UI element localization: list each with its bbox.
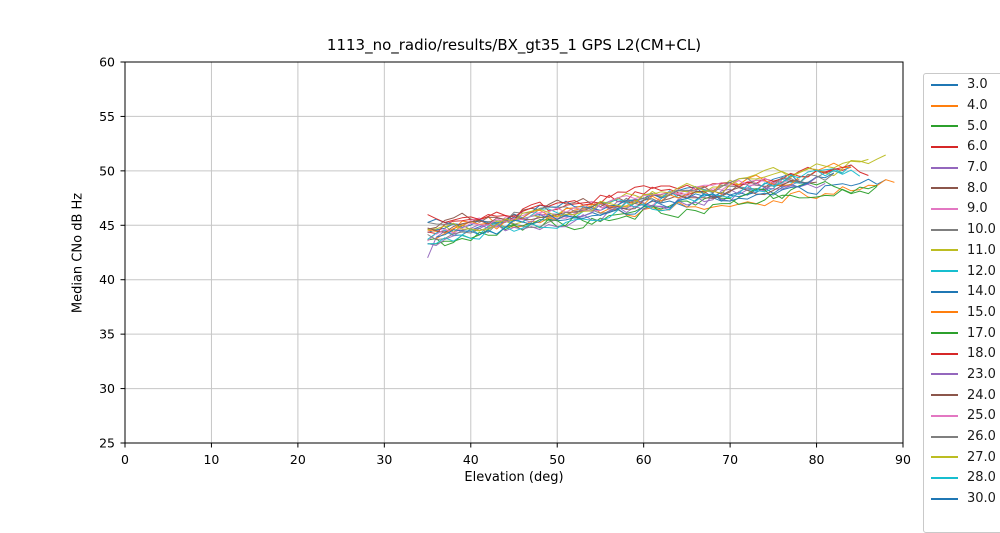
legend-line-sample: [931, 83, 958, 86]
legend-item-label: 12.0: [967, 263, 996, 279]
legend-line-sample: [931, 456, 958, 459]
legend-line-sample: [931, 249, 958, 252]
legend-item: 30.0: [924, 488, 1000, 509]
legend-item: 23.0: [924, 364, 1000, 385]
legend-line-sample: [931, 270, 958, 273]
x-tick-label: 80: [809, 452, 825, 467]
legend-item: 15.0: [924, 302, 1000, 323]
legend-item: 28.0: [924, 468, 1000, 489]
y-tick-label: 45: [99, 218, 115, 233]
x-tick-label: 50: [549, 452, 565, 467]
legend-item: 12.0: [924, 261, 1000, 282]
legend-item-label: 15.0: [967, 304, 996, 320]
x-tick-label: 90: [895, 452, 911, 467]
legend-line-sample: [931, 373, 958, 376]
legend-item: 3.0: [924, 75, 1000, 96]
y-tick-label: 35: [99, 327, 115, 342]
y-tick-label: 55: [99, 109, 115, 124]
legend-line-sample: [931, 435, 958, 438]
legend-item: 24.0: [924, 385, 1000, 406]
figure: 0 10 20 30 40 50 60 70 80 90 25 30 35 40 45 50 55 60 1113…: [70, 36, 1000, 533]
legend-item: 14.0: [924, 281, 1000, 302]
legend-item: 25.0: [924, 406, 1000, 427]
legend-item-label: 8.0: [967, 180, 988, 196]
plot-border: [124, 61, 904, 444]
legend-line-sample: [931, 352, 958, 355]
legend-line-sample: [931, 166, 958, 169]
legend-item: 8.0: [924, 178, 1000, 199]
legend-item-label: 6.0: [967, 139, 988, 155]
y-tick-label: 60: [99, 55, 115, 70]
legend-item: 5.0: [924, 116, 1000, 137]
legend-line-sample: [931, 414, 958, 417]
legend-item-label: 28.0: [967, 470, 996, 486]
legend-line-sample: [931, 207, 958, 210]
legend-item-label: 23.0: [967, 366, 996, 382]
y-axis-label: Median CNo dB Hz: [70, 192, 86, 314]
x-tick-label: 30: [376, 452, 392, 467]
legend-line-sample: [931, 394, 958, 397]
legend-item-label: 4.0: [967, 98, 988, 114]
legend-item: 6.0: [924, 137, 1000, 158]
legend-item: 7.0: [924, 157, 1000, 178]
legend-item: 26.0: [924, 426, 1000, 447]
legend-item: 10.0: [924, 219, 1000, 240]
legend-item-label: 11.0: [967, 242, 996, 258]
legend-item-label: 9.0: [967, 201, 988, 217]
y-tick-label: 50: [99, 163, 115, 178]
legend-item: 27.0: [924, 447, 1000, 468]
plot-svg: 0 10 20 30 40 50 60 70 80 90 25 30 35 40 45 50 55 60: [99, 55, 911, 468]
series-line-10.0: [427, 170, 843, 226]
x-tick-label: 40: [463, 452, 479, 467]
x-tick-label: 10: [203, 452, 219, 467]
legend-item-label: 26.0: [967, 429, 996, 445]
x-axis-label: Elevation (deg): [464, 470, 564, 485]
legend-item-label: 5.0: [967, 118, 988, 134]
x-tick-label: 70: [722, 452, 738, 467]
legend-item-label: 7.0: [967, 160, 988, 176]
legend-item-label: 24.0: [967, 387, 996, 403]
legend-line-sample: [931, 228, 958, 231]
legend-line-sample: [931, 104, 958, 107]
chart-title: 1113_no_radio/results/BX_gt35_1 GPS L2(C…: [326, 36, 702, 54]
legend-line-sample: [931, 476, 958, 479]
legend-item: 4.0: [924, 95, 1000, 116]
x-tick-label: 60: [636, 452, 652, 467]
legend-line-sample: [931, 290, 958, 293]
series-line-27.0: [444, 158, 869, 231]
legend-item-label: 14.0: [967, 284, 996, 300]
series-line-25.0: [435, 177, 783, 235]
legend-item-label: 27.0: [967, 449, 996, 465]
y-tick-label: 30: [99, 381, 115, 396]
series-line-30.0: [436, 182, 809, 238]
series-line-6.0: [427, 166, 852, 235]
legend-item: 18.0: [924, 343, 1000, 364]
legend-line-sample: [931, 145, 958, 148]
legend-line-sample: [931, 187, 958, 190]
legend-item-label: 25.0: [967, 408, 996, 424]
legend-item-label: 18.0: [967, 346, 996, 362]
y-tick-label: 40: [99, 272, 115, 287]
legend-item-label: 3.0: [967, 77, 988, 93]
legend-line-sample: [931, 332, 958, 335]
y-tick-label: 25: [99, 436, 115, 451]
series-line-7.0: [427, 180, 826, 258]
legend-line-sample: [931, 497, 958, 500]
legend-line-sample: [931, 125, 958, 128]
series-line-24.0: [427, 179, 800, 233]
legend-line-sample: [931, 311, 958, 314]
legend-item: 11.0: [924, 240, 1000, 261]
legend-item: 17.0: [924, 323, 1000, 344]
legend-item-label: 17.0: [967, 325, 996, 341]
legend-item-label: 10.0: [967, 222, 996, 238]
x-tick-label: 0: [121, 452, 129, 467]
legend-item-label: 30.0: [967, 491, 996, 507]
legend: 3.0 4.0 5.0 6.0 7.0 8.0 9.0 10.0 11.0 12.0 14.0 15.…: [923, 73, 1000, 533]
x-tick-label: 20: [290, 452, 306, 467]
legend-item: 9.0: [924, 199, 1000, 220]
